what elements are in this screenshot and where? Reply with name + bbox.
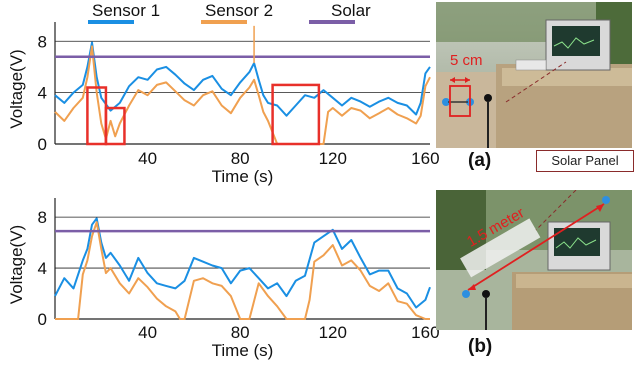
x-tick-label-160: 160 xyxy=(411,323,439,342)
chart-panel-1: 0 4 8 40 80 120 160 Time (s) Voltage(V) xyxy=(7,198,440,360)
y-tick-label-8: 8 xyxy=(38,208,47,227)
x-tick-label-40: 40 xyxy=(138,149,157,168)
distance-annotation-a: 5 cm xyxy=(450,52,483,69)
y-tick-label-0: 0 xyxy=(38,135,47,154)
x-tick-label-80: 80 xyxy=(231,149,250,168)
series-line-sensor-2 xyxy=(54,45,431,145)
x-tick-label-120: 120 xyxy=(319,323,347,342)
solar-panel-callout: Solar Panel xyxy=(536,150,634,172)
y-tick-label-4: 4 xyxy=(38,84,47,103)
x-axis-label: Time (s) xyxy=(212,167,274,186)
y-tick-label-0: 0 xyxy=(38,310,47,329)
legend-label-2: Solar xyxy=(331,1,371,20)
photo-sensor-setup-a: 5 cm xyxy=(436,2,632,148)
series-line-sensor-1 xyxy=(54,41,431,117)
y-tick-label-8: 8 xyxy=(38,32,47,51)
x-tick-label-120: 120 xyxy=(319,149,347,168)
y-axis-label: Voltage(V) xyxy=(7,49,26,128)
series-line-sensor-1 xyxy=(54,217,431,309)
x-tick-label-160: 160 xyxy=(411,149,439,168)
x-tick-label-80: 80 xyxy=(231,323,250,342)
series-line-sensor-2 xyxy=(55,221,430,320)
highlight-box-2 xyxy=(271,83,321,146)
legend-label-0: Sensor 1 xyxy=(92,1,160,20)
legend-label-1: Sensor 2 xyxy=(205,1,273,20)
chart-panel-0: 0 4 8 40 80 120 160 Time (s) Voltage(V) xyxy=(7,22,440,186)
photo-sensor-setup-b: 1.5 meter xyxy=(436,190,632,330)
panel-label-a: (a) xyxy=(468,150,492,171)
panel-label-b: (b) xyxy=(468,336,493,357)
y-tick-label-4: 4 xyxy=(38,259,47,278)
y-axis-label: Voltage(V) xyxy=(7,225,26,304)
x-tick-label-40: 40 xyxy=(138,323,157,342)
x-axis-label: Time (s) xyxy=(212,341,274,360)
highlight-box-1 xyxy=(104,106,126,146)
